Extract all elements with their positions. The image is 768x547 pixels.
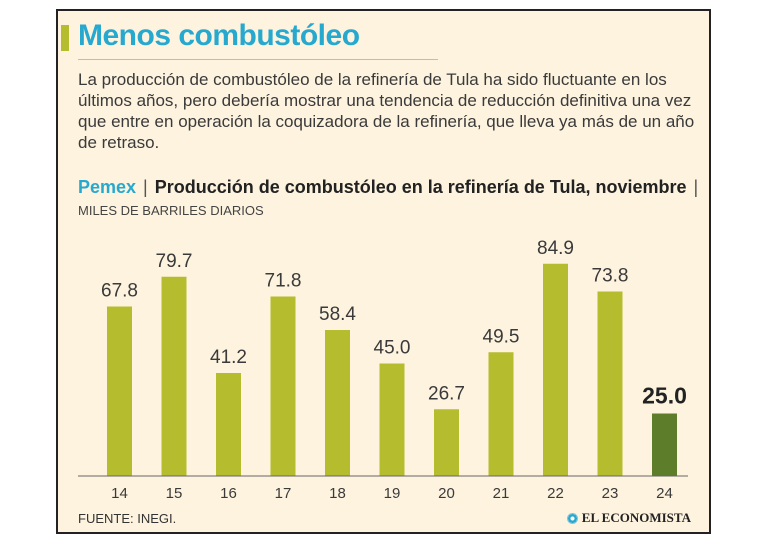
bar-21 <box>488 352 514 476</box>
bar-23 <box>597 291 623 476</box>
value-label-21: 49.5 <box>483 326 520 347</box>
value-labels-group: 67.8 79.7 41.2 71.8 58.4 45.0 26.7 49.5 84.9 73.8… <box>101 238 687 409</box>
bar-18 <box>325 330 350 476</box>
chart-source-name: Pemex <box>78 177 137 197</box>
infographic-card: Menos combustóleo La producción de combu… <box>56 9 711 534</box>
tick-label-24: 24 <box>656 485 673 502</box>
chart-title: Producción de combustóleo en la refinerí… <box>154 177 687 197</box>
chart-unit: MILES DE BARRILES DIARIOS <box>78 203 264 218</box>
heading-separator-2: | <box>688 177 699 197</box>
title-divider <box>78 59 438 60</box>
value-label-22: 84.9 <box>537 238 574 259</box>
value-label-14: 67.8 <box>101 281 138 302</box>
tick-label-19: 19 <box>384 485 401 502</box>
tick-labels-group: 14 15 16 17 18 19 20 21 22 23 24 <box>111 485 673 502</box>
tick-label-17: 17 <box>275 485 292 502</box>
intro-text: La producción de combustóleo de la refin… <box>78 70 695 152</box>
value-label-23: 73.8 <box>592 266 629 287</box>
tick-label-20: 20 <box>438 485 455 502</box>
bar-20 <box>434 409 459 476</box>
value-label-18: 58.4 <box>319 304 356 325</box>
value-label-15: 79.7 <box>156 251 193 272</box>
chart-heading: Pemex | Producción de combustóleo en la … <box>78 176 708 222</box>
bar-14 <box>107 306 132 476</box>
value-label-17: 71.8 <box>265 271 302 292</box>
bar-22 <box>543 263 568 476</box>
value-label-19: 45.0 <box>374 338 411 359</box>
bar-16 <box>216 373 241 476</box>
bars-group <box>107 263 677 476</box>
value-label-24: 25.0 <box>642 383 687 409</box>
brand-name: EL ECONOMISTA <box>581 510 691 525</box>
brand-mark-icon <box>566 512 578 524</box>
footer-source: FUENTE: INEGI. <box>78 511 177 526</box>
title-accent-bar <box>61 25 69 51</box>
tick-label-15: 15 <box>166 485 183 502</box>
page-title: Menos combustóleo <box>78 19 360 52</box>
tick-label-14: 14 <box>111 485 128 502</box>
tick-label-21: 21 <box>493 485 510 502</box>
tick-label-22: 22 <box>547 485 564 502</box>
tick-label-23: 23 <box>602 485 619 502</box>
bar-24 <box>652 413 677 476</box>
bar-17 <box>270 296 296 476</box>
bar-19 <box>379 363 405 476</box>
value-label-16: 41.2 <box>210 347 247 368</box>
tick-label-18: 18 <box>329 485 346 502</box>
value-label-20: 26.7 <box>428 383 465 404</box>
heading-separator: | <box>138 177 153 197</box>
bar-15 <box>161 276 187 476</box>
tick-label-16: 16 <box>220 485 237 502</box>
bar-chart: 67.8 79.7 41.2 71.8 58.4 45.0 26.7 49.5 84.9 73.8… <box>78 238 688 502</box>
brand-logo: EL ECONOMISTA <box>566 510 691 526</box>
